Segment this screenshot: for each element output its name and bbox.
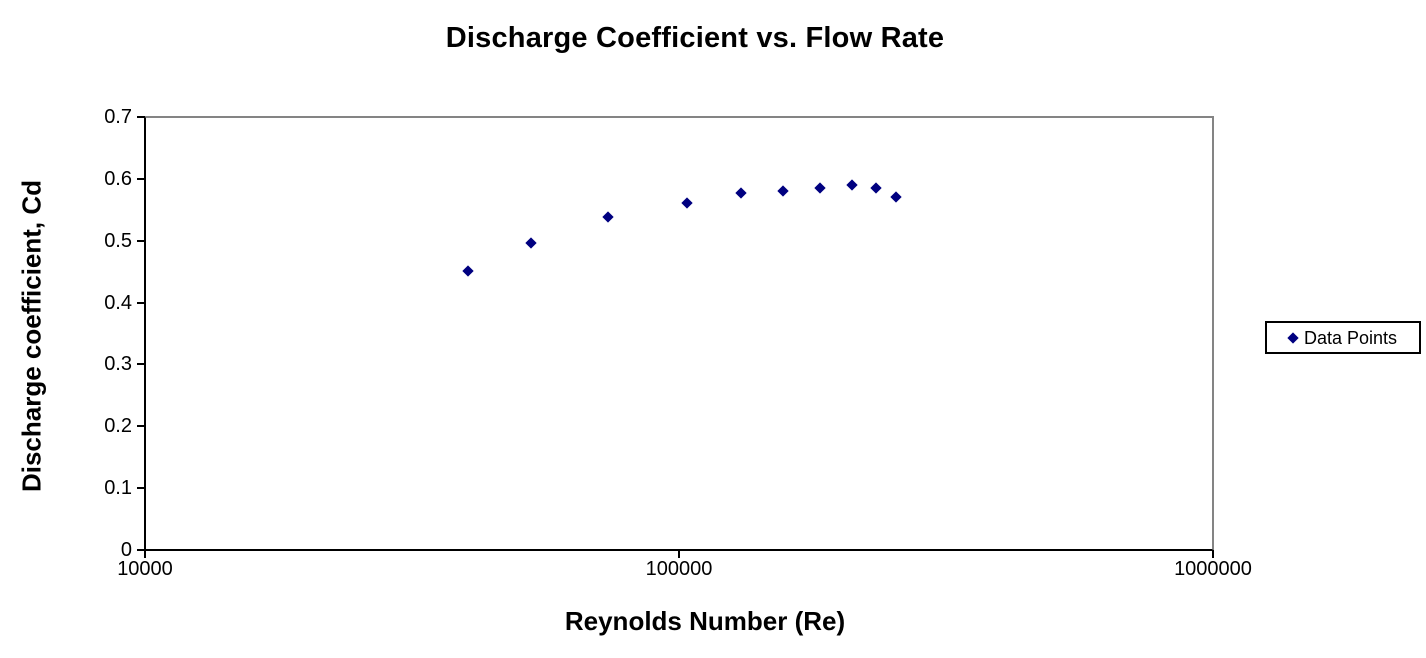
y-axis-title: Discharge coefficient, Cd [16,179,47,493]
chart-title: Discharge Coefficient vs. Flow Rate [445,22,945,54]
y-tick-label: 0.3 [104,353,132,376]
x-axis-title: Reynolds Number (Re) [564,606,846,636]
y-tick-mark [137,363,145,366]
x-tick-label: 10000 [117,558,173,580]
y-tick-mark [137,116,145,118]
y-tick-mark [137,549,145,551]
y-tick-label: 0.2 [104,415,132,438]
legend: Data Points [1265,321,1421,354]
x-tick-mark [678,550,680,558]
x-tick-mark [144,550,146,558]
x-tick-mark [1212,550,1214,558]
y-tick-mark [137,177,145,180]
plot-area [144,116,1214,551]
y-tick-label: 0.7 [104,106,132,128]
legend-label: Data Points [1303,327,1398,348]
y-tick-label: 0.4 [104,291,132,314]
diamond-marker-icon [1287,331,1299,344]
x-tick-label: 100000 [645,558,713,580]
y-tick-mark [137,425,145,428]
y-tick-label: 0.6 [104,167,132,190]
y-tick-label: 0 [120,539,132,561]
y-tick-label: 0.5 [104,229,132,252]
x-tick-label: 1000000 [1174,558,1252,580]
y-tick-mark [137,487,145,490]
y-tick-mark [137,239,145,242]
y-tick-mark [137,301,145,304]
y-tick-label: 0.1 [104,477,132,500]
